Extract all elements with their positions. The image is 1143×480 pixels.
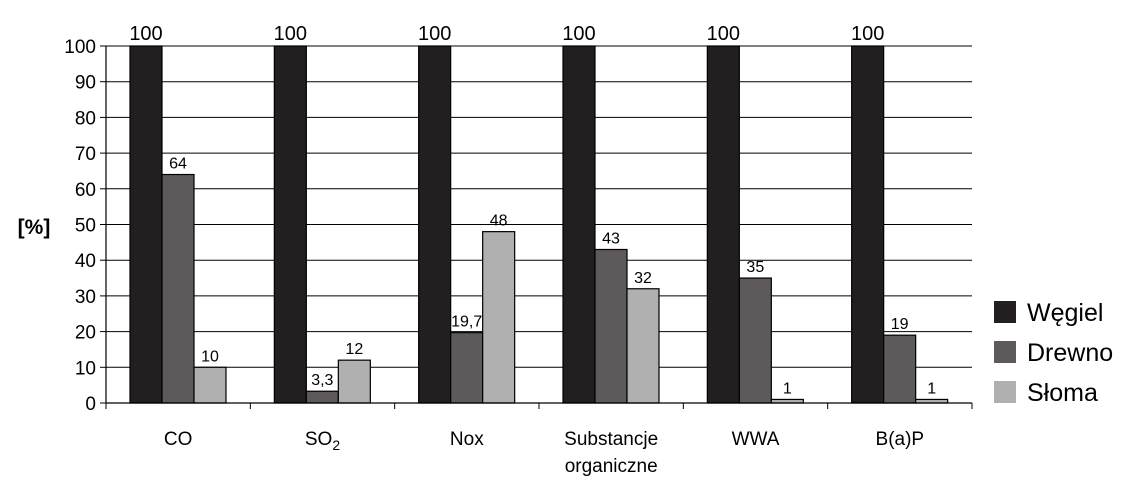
y-tick-label: 60 [75,180,96,201]
legend-swatch [994,341,1016,363]
gridlines [106,45,972,368]
bar [883,334,917,404]
data-label: 19 [891,316,909,333]
legend-label: Słoma [1027,379,1098,407]
y-tick-label: 10 [75,358,96,379]
x-tick-label: B(a)P [876,429,925,450]
y-tick-label: 70 [75,144,96,165]
bar [418,45,452,404]
y-tick-label: 20 [75,323,96,344]
data-label: 43 [602,230,620,247]
data-label: 100 [274,23,307,45]
data-label: 100 [707,23,740,45]
x-tick-label: CO [164,429,193,450]
y-tick-label: 90 [75,73,96,94]
data-label: 1 [783,380,792,397]
legend-label: Drewno [1027,339,1113,367]
legend-swatch [994,381,1016,403]
bar [450,332,484,404]
bar [305,390,339,404]
bars [129,45,949,404]
bar [706,45,740,404]
bar [562,45,596,404]
data-labels: 100 64 10 100 3,3 12 100 19,7 48 100 43 32 100 35 1 100… [129,23,936,397]
data-label: 35 [746,259,764,276]
bar [594,248,628,404]
data-label: 100 [562,23,595,45]
x-tick-label: organiczne [565,456,658,477]
x-tick-label: WWA [732,429,780,450]
bar [482,231,516,404]
bar [161,173,195,404]
bar [129,45,163,404]
x-tick-label: Substancje [564,429,658,450]
data-label: 100 [851,23,884,45]
bar [851,45,885,404]
legend-label: Węgiel [1027,299,1103,327]
bar [193,366,227,404]
data-label: 19,7 [451,314,482,331]
y-tick-label: 40 [75,251,96,272]
data-label: 10 [201,348,219,365]
axes: 0 10 20 30 40 50 60 70 80 90 100 CO SO2 Nox Substancje… [64,37,973,477]
bar [626,288,660,404]
y-tick-label: 100 [64,37,96,58]
y-axis-label: [%] [18,216,51,239]
y-tick-label: 30 [75,287,96,308]
data-label: 100 [418,23,451,45]
data-label: 32 [634,270,652,287]
legend: Węgiel Drewno Słoma [994,299,1113,407]
bar [337,359,371,404]
bar [738,277,772,404]
x-tick-label: SO2 [305,429,340,453]
data-label: 1 [927,380,936,397]
data-label: 100 [129,23,162,45]
data-label: 64 [169,156,187,173]
y-tick-label: 80 [75,108,96,129]
legend-swatch [994,301,1016,323]
data-label: 12 [345,341,363,358]
y-tick-label: 0 [85,394,96,415]
data-label: 48 [490,213,508,230]
y-tick-label: 50 [75,216,96,237]
bar [273,45,307,404]
x-tick-label: Nox [450,429,484,450]
data-label: 3,3 [311,372,333,389]
